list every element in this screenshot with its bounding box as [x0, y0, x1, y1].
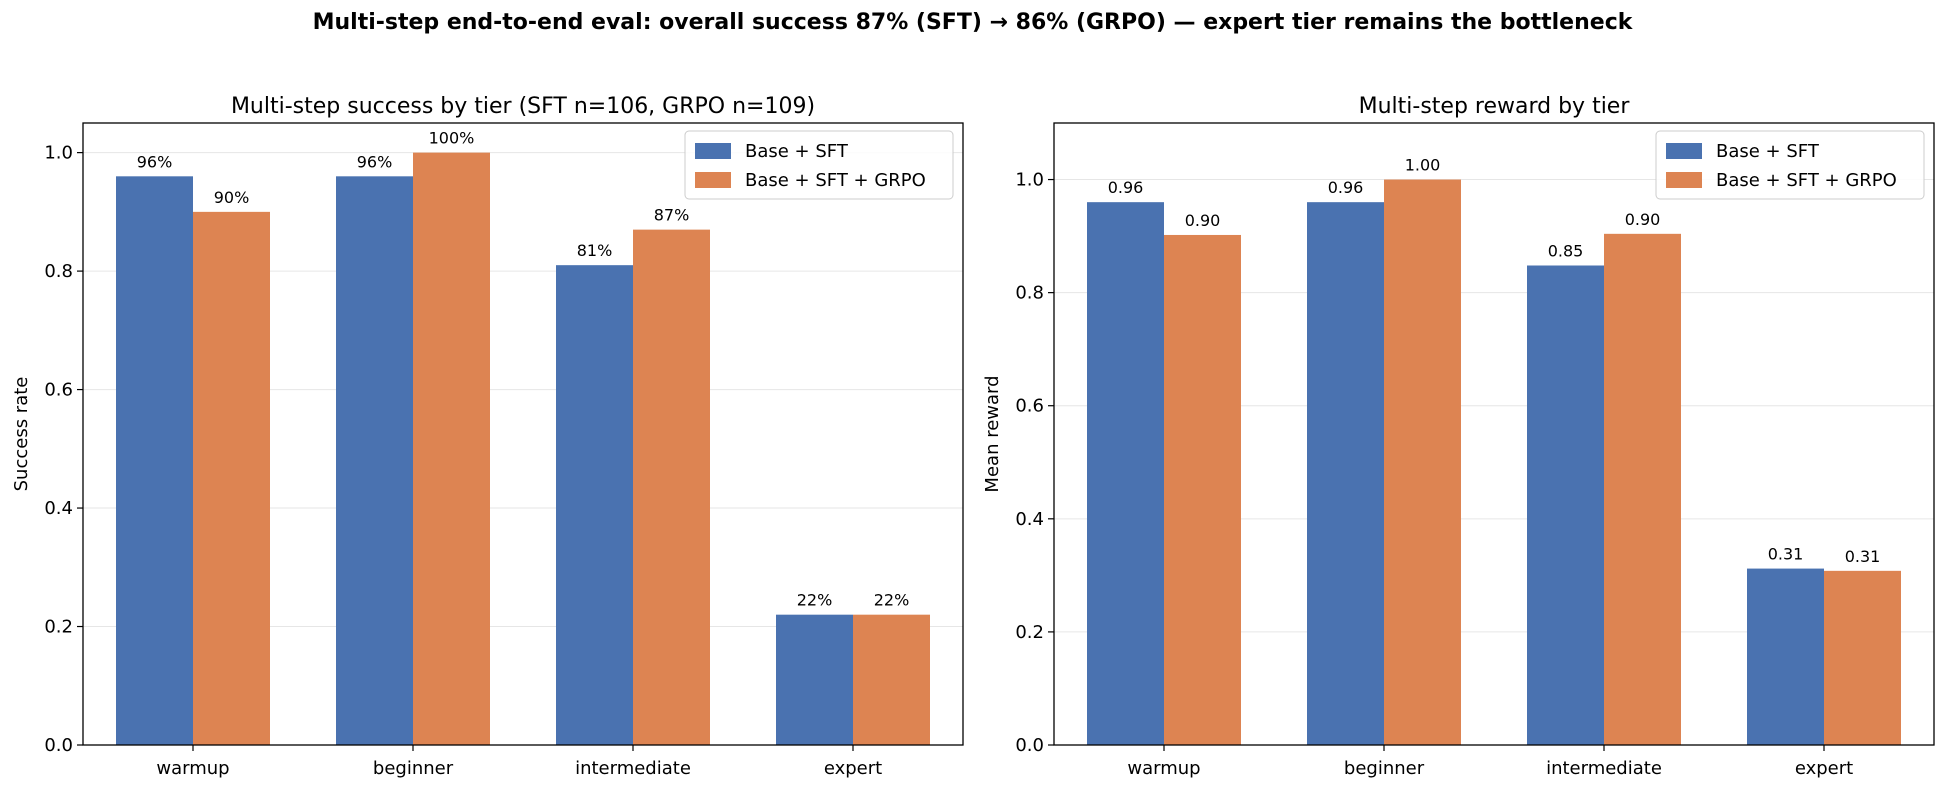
axes-frame	[1053, 122, 1935, 746]
bar	[1604, 233, 1681, 745]
y-axis-label: Mean reward	[982, 375, 1003, 492]
y-tick-label: 0.0	[1015, 735, 1044, 756]
chart-title: Multi-step reward by tier	[1359, 94, 1631, 119]
legend: Base + SFT Base + SFT + GRPO	[684, 130, 954, 200]
figure-title: Multi-step end-to-end eval: overall succ…	[312, 10, 1633, 35]
bar	[1824, 570, 1901, 745]
data-label: 0.90	[1625, 210, 1661, 229]
data-label: 87%	[654, 206, 690, 225]
bar	[413, 152, 490, 746]
data-label: 0.90	[1185, 211, 1221, 230]
data-label: 0.85	[1548, 241, 1584, 260]
bar	[336, 176, 413, 746]
data-label: 96%	[137, 152, 173, 171]
data-label: 0.31	[1768, 545, 1804, 564]
legend-swatch	[1666, 172, 1702, 188]
data-label: 0.31	[1845, 547, 1881, 566]
legend-label: Base + SFT + GRPO	[1716, 170, 1897, 191]
x-tick-label: warmup	[156, 758, 229, 779]
bar	[193, 211, 270, 745]
y-tick-label: 0.6	[44, 380, 73, 401]
legend-swatch	[695, 172, 731, 188]
legend-box	[1655, 130, 1925, 200]
legend-label: Base + SFT	[1716, 141, 1820, 162]
x-tick-label: expert	[824, 758, 882, 779]
y-tick-label: 0.4	[44, 498, 73, 519]
data-label: 0.96	[1328, 178, 1364, 197]
y-tick-label: 0.0	[44, 735, 73, 756]
data-label: 22%	[797, 591, 833, 610]
legend-swatch	[1666, 143, 1702, 159]
bar	[1087, 202, 1164, 745]
x-tick-label: beginner	[373, 758, 454, 779]
y-tick-label: 0.8	[44, 261, 73, 282]
bar	[1384, 179, 1461, 745]
data-label: 100%	[429, 129, 475, 148]
y-axis-label: Success rate	[11, 377, 32, 492]
y-tick-label: 0.2	[1015, 622, 1044, 643]
legend-label: Base + SFT	[745, 141, 849, 162]
legend-label: Base + SFT + GRPO	[745, 170, 926, 191]
chart-panel-1: 96% 96% 81% 22% 90% 100% 87% 22% 0.0 0.2 0.4 0.6 0.8…	[11, 94, 964, 779]
legend-box	[684, 130, 954, 200]
x-tick-label: beginner	[1344, 758, 1425, 779]
legend: Base + SFT Base + SFT + GRPO	[1655, 130, 1925, 200]
bar	[556, 265, 633, 745]
bar	[1747, 568, 1824, 745]
x-tick-label: intermediate	[575, 758, 691, 779]
x-tick-label: intermediate	[1546, 758, 1662, 779]
chart-panel-2: 0.96 0.96 0.85 0.31 0.90 1.00 0.90 0.31 0.0 0.2 0.…	[982, 94, 1935, 779]
bar	[1307, 202, 1384, 745]
bar	[1164, 234, 1241, 745]
y-tick-label: 0.8	[1015, 283, 1044, 304]
legend-swatch	[695, 143, 731, 159]
x-tick-label: warmup	[1127, 758, 1200, 779]
data-label: 96%	[357, 152, 393, 171]
data-label: 81%	[577, 241, 613, 260]
x-tick-label: expert	[1795, 758, 1853, 779]
y-tick-label: 0.4	[1015, 509, 1044, 530]
bar	[1527, 265, 1604, 745]
data-label: 90%	[214, 188, 250, 207]
chart-title: Multi-step success by tier (SFT n=106, G…	[231, 94, 815, 119]
axes-frame	[82, 122, 964, 746]
bar	[853, 614, 930, 745]
data-label: 1.00	[1405, 156, 1441, 175]
y-tick-label: 1.0	[44, 143, 73, 164]
y-tick-label: 0.2	[44, 617, 73, 638]
bar	[776, 614, 853, 745]
y-tick-label: 0.6	[1015, 396, 1044, 417]
bar	[116, 176, 193, 746]
data-label: 22%	[874, 591, 910, 610]
y-tick-label: 1.0	[1015, 170, 1044, 191]
bar	[633, 229, 710, 746]
data-label: 0.96	[1108, 178, 1144, 197]
